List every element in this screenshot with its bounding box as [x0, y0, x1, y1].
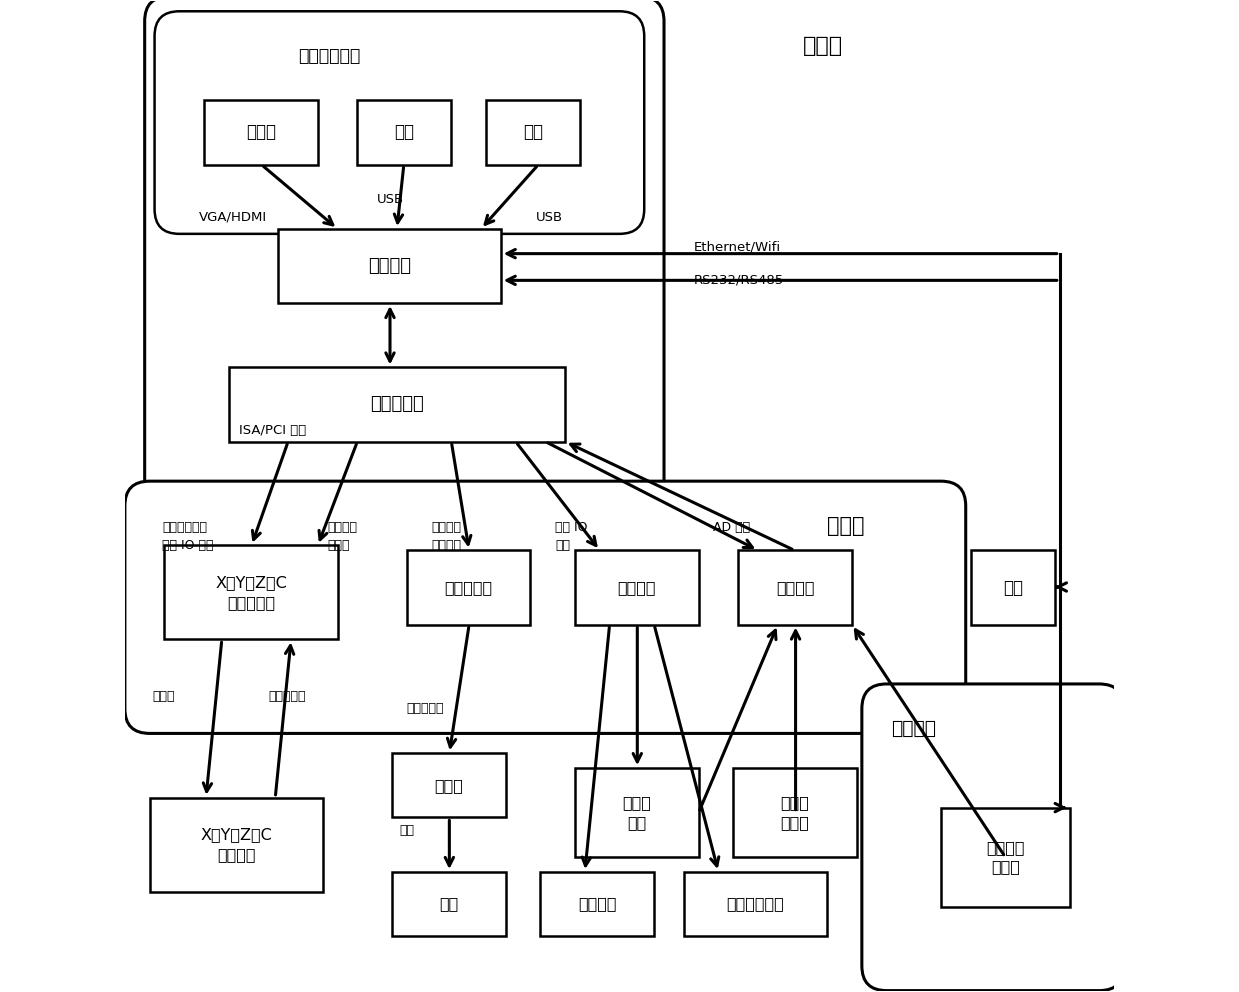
Text: 线圈得失电: 线圈得失电 — [406, 702, 445, 715]
FancyBboxPatch shape — [970, 551, 1054, 625]
Text: 中间继电器: 中间继电器 — [445, 580, 493, 595]
FancyBboxPatch shape — [684, 872, 828, 936]
FancyBboxPatch shape — [357, 100, 451, 165]
Text: 电气柜: 电气柜 — [828, 516, 865, 536]
Text: 人机交互设备: 人机交互设备 — [299, 47, 361, 64]
FancyBboxPatch shape — [392, 872, 506, 936]
FancyBboxPatch shape — [145, 0, 664, 526]
Text: 霍尔开关: 霍尔开关 — [577, 897, 617, 912]
FancyBboxPatch shape — [229, 367, 565, 441]
FancyBboxPatch shape — [150, 798, 322, 892]
Text: 激光测距
传感器: 激光测距 传感器 — [986, 839, 1025, 875]
Text: VGA/HDMI: VGA/HDMI — [199, 210, 268, 223]
FancyBboxPatch shape — [392, 753, 506, 817]
Text: X、Y、Z、C
伺服驱动器: X、Y、Z、C 伺服驱动器 — [216, 575, 287, 610]
Text: 相机: 相机 — [1002, 578, 1022, 596]
Text: 向信号: 向信号 — [327, 539, 351, 552]
Text: 编码器信号: 编码器信号 — [269, 690, 306, 703]
FancyBboxPatch shape — [125, 481, 965, 733]
FancyBboxPatch shape — [155, 11, 644, 234]
Text: 电磁阀: 电磁阀 — [435, 778, 463, 793]
Text: 操作台: 操作台 — [803, 36, 843, 56]
Text: 工控主机: 工控主机 — [368, 257, 411, 275]
Text: 气缸控制: 气缸控制 — [431, 521, 462, 534]
FancyBboxPatch shape — [738, 551, 852, 625]
FancyBboxPatch shape — [540, 872, 654, 936]
Text: 信号: 信号 — [555, 539, 570, 552]
Text: 其他 IO: 其他 IO — [555, 521, 587, 534]
Text: 其他 IO 信号: 其他 IO 信号 — [162, 539, 214, 552]
Text: 转接端子: 转接端子 — [617, 580, 657, 595]
Text: 脉冲、方: 脉冲、方 — [327, 521, 358, 534]
Text: 运动控制器: 运动控制器 — [370, 396, 424, 414]
Text: USB: USB — [535, 210, 563, 223]
Text: 气缸: 气缸 — [440, 897, 458, 912]
FancyBboxPatch shape — [279, 229, 501, 304]
Text: ISA/PCI 总线: ISA/PCI 总线 — [239, 425, 306, 437]
Text: 机械本体: 机械本体 — [892, 719, 937, 738]
Text: 动力线: 动力线 — [152, 690, 175, 703]
FancyBboxPatch shape — [733, 768, 857, 857]
Text: 信号调理: 信号调理 — [776, 580, 814, 595]
Text: 键盘: 键盘 — [523, 123, 543, 142]
Text: Ethernet/Wifi: Ethernet/Wifi — [694, 240, 781, 253]
FancyBboxPatch shape — [575, 768, 699, 857]
FancyBboxPatch shape — [862, 683, 1124, 991]
FancyBboxPatch shape — [165, 546, 337, 640]
Text: 报警、使能等: 报警、使能等 — [162, 521, 207, 534]
Text: 鼠标: 鼠标 — [394, 123, 414, 142]
Text: AD 信号: AD 信号 — [714, 521, 751, 534]
Text: 光电限位开关: 光电限位开关 — [726, 897, 784, 912]
Text: 显示器: 显示器 — [245, 123, 276, 142]
FancyBboxPatch shape — [204, 100, 317, 165]
Text: 输出信号: 输出信号 — [431, 539, 462, 552]
Text: X、Y、Z、C
伺服电机: X、Y、Z、C 伺服电机 — [201, 827, 273, 862]
Text: USB: USB — [377, 192, 404, 205]
Text: 气管: 气管 — [399, 824, 414, 837]
FancyBboxPatch shape — [486, 100, 580, 165]
FancyBboxPatch shape — [940, 807, 1069, 907]
FancyBboxPatch shape — [406, 551, 530, 625]
Text: RS232/RS485: RS232/RS485 — [694, 274, 784, 287]
FancyBboxPatch shape — [575, 551, 699, 625]
Text: 拉压力
传感器: 拉压力 传感器 — [781, 796, 809, 830]
Text: 超声传
感器: 超声传 感器 — [622, 796, 652, 830]
